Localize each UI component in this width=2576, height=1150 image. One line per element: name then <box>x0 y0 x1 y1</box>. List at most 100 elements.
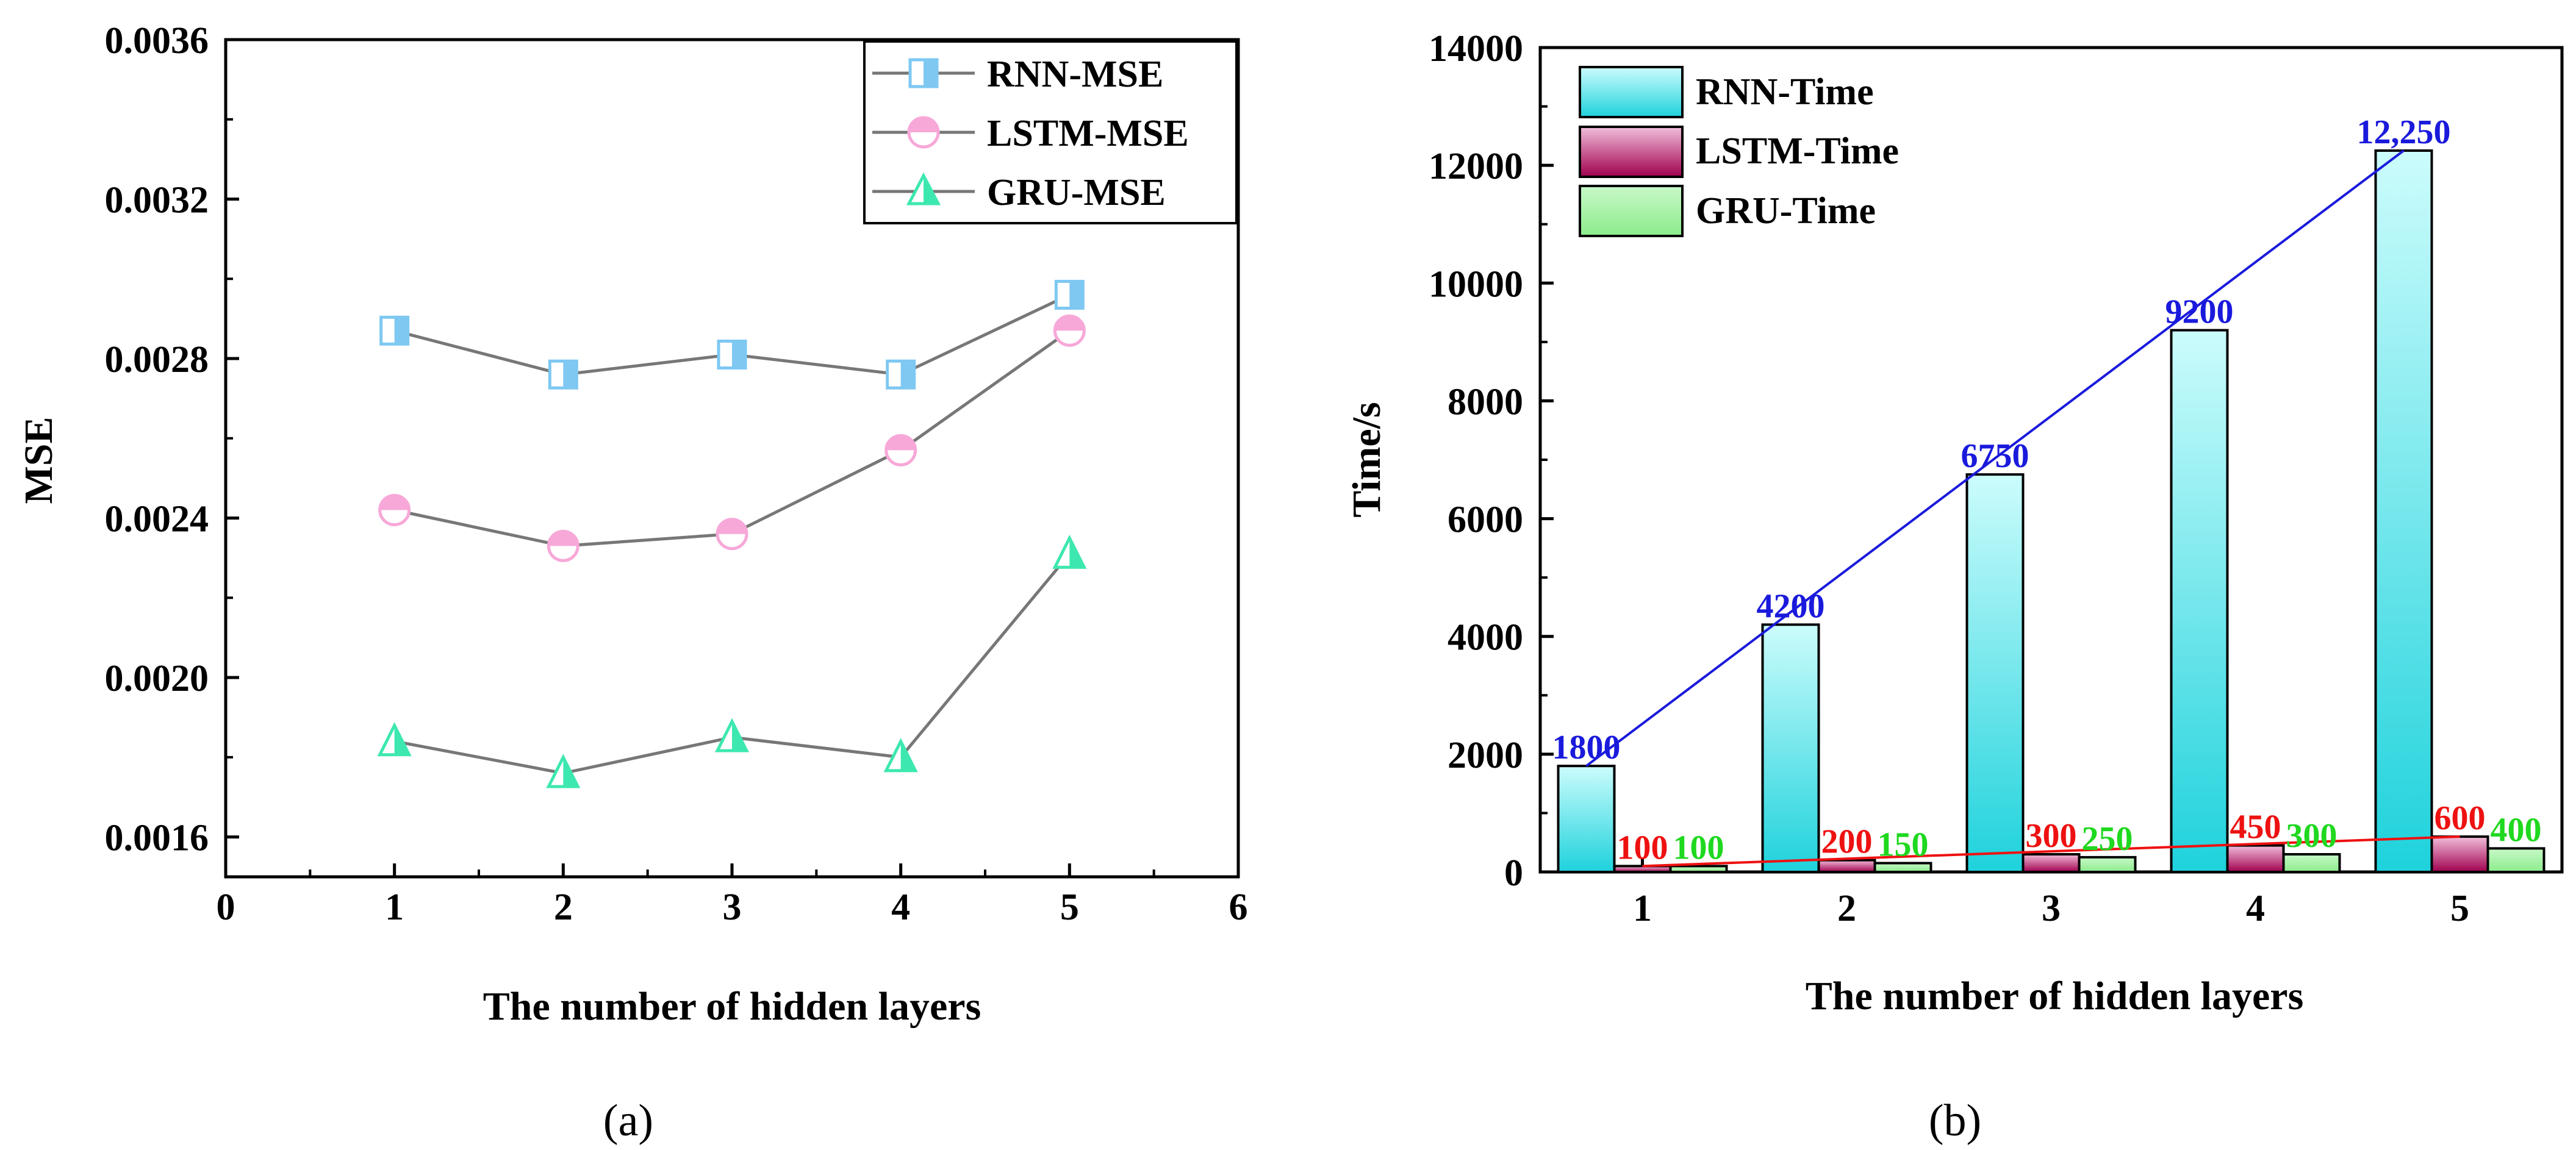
chart-a-legend: RNN-MSE LSTM-MSE GRU-MSE <box>863 40 1238 224</box>
chart-a-xtick-label: 0 <box>217 887 235 928</box>
chart-b-ytick-label: 2000 <box>1448 735 1523 776</box>
chart-b-axes: 0 2000 4000 6000 8000 10000 12000 14000 1 2 3 4 5 <box>1429 28 2469 929</box>
rnn-mse-point-fill <box>563 361 577 388</box>
legend-rnn-time-swatch <box>1579 66 1684 118</box>
legend-gru-mse-label: GRU-MSE <box>987 172 1166 213</box>
lstm-time-bar <box>2430 835 2489 873</box>
gru-mse-point-fill <box>732 721 747 751</box>
rnn-mse-point-fill <box>1069 281 1083 309</box>
chart-a-ytick-label: 0.0036 <box>105 20 209 62</box>
gru-time-data-label: 250 <box>2082 820 2133 858</box>
rnn-mse-point <box>717 340 747 370</box>
lstm-mse-point-fill <box>717 519 747 534</box>
rnn-mse-point <box>548 359 578 390</box>
legend-lstm-time-swatch <box>1579 126 1684 178</box>
gru-mse-point-fill <box>1069 538 1085 568</box>
rnn-time-bar <box>1761 623 1820 874</box>
gru-mse-point-fill <box>563 757 578 787</box>
legend-gru-time-swatch <box>1579 185 1684 237</box>
lstm-mse-point <box>547 529 579 562</box>
legend-rnn-time-label: RNN-Time <box>1696 71 1874 113</box>
rnn-time-data-label: 12,250 <box>2357 113 2451 151</box>
chart-a-ytick-label: 0.0024 <box>105 499 209 540</box>
chart-a-ytick-label: 0.0028 <box>105 339 209 380</box>
chart-b-ytick-label: 14000 <box>1429 28 1523 70</box>
rnn-mse-point <box>1054 279 1085 310</box>
lstm-mse-point <box>884 434 917 466</box>
chart-a-ytick-label: 0.0032 <box>105 180 209 221</box>
chart-a-xtick-label: 6 <box>1229 887 1248 928</box>
chart-a-xtick-label: 2 <box>554 887 573 928</box>
legend-lstm-time-label: LSTM-Time <box>1696 130 1899 172</box>
legend-lstm-mse-label: LSTM-MSE <box>987 113 1189 154</box>
lstm-mse-point <box>378 493 411 526</box>
rnn-time-trend-line <box>1585 149 2405 767</box>
lstm-time-data-label: 100 <box>1617 829 1668 866</box>
lstm-mse-point <box>716 518 748 551</box>
rnn-time-bar <box>1965 473 2025 873</box>
chart-a-xtick-label: 1 <box>385 887 404 928</box>
lstm-time-data-label: 300 <box>2026 817 2077 855</box>
legend-lstm-mse-marker <box>907 116 940 149</box>
chart-a-ylabel: MSE <box>16 416 61 504</box>
gru-time-bar <box>1669 865 1728 874</box>
gru-time-data-label: 300 <box>2286 817 2337 855</box>
chart-a-xtick-label: 3 <box>723 887 742 928</box>
lstm-mse-point-fill <box>1055 316 1085 331</box>
lstm-time-bar <box>1817 859 1876 873</box>
gru-mse-point <box>883 738 918 773</box>
gru-time-bar <box>2486 847 2546 874</box>
lstm-time-bar <box>2226 844 2285 873</box>
rnn-mse-point <box>886 359 916 390</box>
chart-b-xtick-label: 2 <box>1837 888 1856 929</box>
gru-time-bar <box>2078 855 2137 874</box>
lstm-time-bar <box>2022 853 2081 873</box>
rnn-mse-point <box>379 315 410 346</box>
chart-b-xtick-label: 1 <box>1633 888 1652 929</box>
chart-b-ylabel: Time/s <box>1344 402 1389 517</box>
rnn-time-data-label: 4200 <box>1757 587 1825 625</box>
chart-a-xtick-label: 5 <box>1060 887 1079 928</box>
legend-rnn-mse-marker <box>908 58 939 88</box>
chart-b-ytick-label: 4000 <box>1448 617 1523 659</box>
gru-mse-point-fill <box>900 741 916 771</box>
chart-a-caption: (a) <box>603 1096 653 1146</box>
legend-rnn-mse-label: RNN-MSE <box>987 54 1163 95</box>
chart-b-legend: RNN-Time LSTM-Time GRU-Time <box>1579 66 1899 237</box>
gru-time-bar <box>2282 853 2341 873</box>
lstm-time-bar <box>1613 865 1672 874</box>
chart-b-ytick-label: 0 <box>1504 852 1523 894</box>
lstm-mse-point <box>1053 314 1086 347</box>
mse-line-chart: 0 1 2 3 4 5 6 0.0016 0.0020 0.0024 0.0028 0.0032 0.0… <box>16 20 1248 1146</box>
legend-gru-time-label: GRU-Time <box>1696 190 1876 232</box>
gru-time-data-label: 100 <box>1673 829 1724 866</box>
chart-a-xlabel: The number of hidden layers <box>483 984 981 1029</box>
lstm-time-data-label: 600 <box>2434 799 2486 837</box>
chart-b-ytick-label: 8000 <box>1448 381 1523 423</box>
time-bar-chart: 0 2000 4000 6000 8000 10000 12000 14000 1 2 3 4 5 18… <box>1344 28 2564 1146</box>
lstm-mse-point-fill <box>379 495 409 510</box>
lstm-time-trend-line <box>1642 835 2460 868</box>
chart-b-ylabel-text: Time/s <box>1344 402 1389 517</box>
rnn-time-bar <box>2170 329 2229 873</box>
chart-b-xtick-label: 4 <box>2246 888 2265 929</box>
chart-b-caption: (b) <box>1929 1096 1981 1146</box>
rnn-mse-point-fill <box>394 317 408 345</box>
rnn-time-data-label: 9200 <box>2165 293 2234 331</box>
chart-b-ytick-label: 10000 <box>1429 263 1523 305</box>
chart-b-ytick-label: 12000 <box>1429 146 1523 187</box>
lstm-time-data-label: 450 <box>2230 809 2281 846</box>
chart-b-xtick-label: 3 <box>2042 888 2061 929</box>
chart-a-axes: 0 1 2 3 4 5 6 0.0016 0.0020 0.0024 0.0028 0.0032 0.0… <box>105 20 1248 928</box>
chart-b-ytick-label: 6000 <box>1448 499 1523 541</box>
gru-time-bar <box>1873 862 1932 873</box>
chart-a-ytick-label: 0.0016 <box>105 818 209 859</box>
gru-mse-point-fill <box>394 725 409 755</box>
rnn-mse-point-fill <box>732 341 745 368</box>
lstm-mse-point-fill <box>886 435 916 451</box>
gru-time-data-label: 150 <box>1878 826 1929 864</box>
legend-gru-mse-marker <box>906 172 941 205</box>
gru-time-data-label: 400 <box>2491 811 2542 849</box>
